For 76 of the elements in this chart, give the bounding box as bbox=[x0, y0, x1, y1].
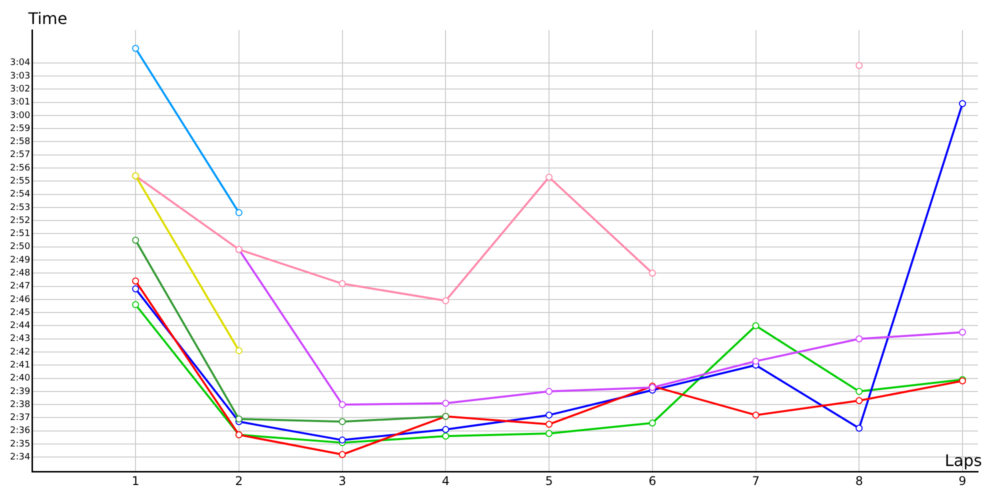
point bbox=[338, 436, 346, 444]
y-tick-label: 2:52 bbox=[10, 216, 30, 226]
y-tick-label: 2:48 bbox=[10, 268, 30, 278]
y-tick-label: 2:54 bbox=[10, 190, 30, 200]
y-tick-label: 2:46 bbox=[10, 294, 30, 305]
y-tick-label: 2:35 bbox=[10, 439, 30, 450]
x-tick-label: 6 bbox=[648, 474, 656, 488]
y-tick-label: 2:37 bbox=[10, 413, 30, 424]
point bbox=[338, 280, 346, 288]
point bbox=[856, 424, 863, 432]
y-tick-label: 3:03 bbox=[10, 71, 30, 82]
point bbox=[546, 412, 553, 419]
point bbox=[648, 419, 656, 426]
point bbox=[546, 388, 553, 395]
point bbox=[442, 297, 450, 304]
x-tick-label: 5 bbox=[545, 474, 553, 488]
point bbox=[856, 335, 863, 342]
y-tick-label: 2:44 bbox=[10, 321, 30, 332]
x-axis-title: Laps bbox=[944, 450, 982, 470]
point bbox=[546, 430, 553, 437]
y-tick-label: 2:57 bbox=[10, 150, 30, 160]
y-tick-label: 3:02 bbox=[10, 84, 30, 94]
point bbox=[442, 426, 450, 434]
y-tick-label: 2:53 bbox=[10, 202, 30, 213]
point bbox=[132, 278, 140, 285]
y-tick-label: 2:34 bbox=[10, 452, 30, 462]
y-tick-label: 2:50 bbox=[10, 242, 30, 252]
point bbox=[132, 285, 140, 292]
point bbox=[132, 236, 140, 244]
y-tick-label: 2:51 bbox=[10, 229, 30, 240]
point bbox=[235, 347, 242, 354]
x-tick-label: 4 bbox=[442, 474, 450, 488]
x-tick-label: 3 bbox=[338, 474, 346, 488]
y-tick-label: 2:56 bbox=[10, 163, 30, 174]
point bbox=[338, 401, 346, 408]
point bbox=[752, 322, 760, 330]
point bbox=[442, 400, 450, 407]
x-tick-label: 2 bbox=[235, 474, 243, 488]
point bbox=[752, 412, 760, 419]
y-axis-title: Time bbox=[27, 9, 68, 28]
y-tick-label: 2:39 bbox=[10, 386, 30, 397]
y-tick-label: 2:49 bbox=[10, 255, 30, 266]
point bbox=[546, 174, 553, 181]
y-tick-label: 3:04 bbox=[10, 58, 30, 68]
point bbox=[856, 388, 863, 395]
point bbox=[338, 451, 346, 458]
point bbox=[235, 416, 242, 423]
y-tick-label: 3:01 bbox=[10, 98, 30, 108]
y-tick-label: 2:47 bbox=[10, 282, 30, 292]
y-tick-label: 2:55 bbox=[10, 176, 30, 186]
y-tick-label: 2:40 bbox=[10, 374, 30, 384]
point bbox=[958, 100, 966, 108]
point bbox=[546, 420, 553, 428]
point bbox=[338, 418, 346, 426]
y-tick-label: 2:38 bbox=[10, 400, 30, 410]
y-tick-label: 3:00 bbox=[10, 110, 30, 121]
point bbox=[648, 270, 656, 277]
y-tick-label: 2:59 bbox=[10, 124, 30, 134]
point bbox=[856, 397, 863, 404]
point bbox=[442, 432, 450, 440]
x-tick-label: 7 bbox=[752, 474, 760, 488]
point bbox=[958, 328, 966, 336]
y-tick-label: 2:58 bbox=[10, 137, 30, 148]
point bbox=[856, 62, 863, 69]
y-tick-label: 2:36 bbox=[10, 426, 30, 436]
point bbox=[752, 358, 760, 365]
point bbox=[132, 301, 140, 308]
y-tick-label: 2:41 bbox=[10, 360, 30, 370]
x-tick-label: 8 bbox=[855, 474, 863, 488]
y-tick-label: 2:42 bbox=[10, 347, 30, 358]
y-tick-label: 2:45 bbox=[10, 308, 30, 318]
point bbox=[235, 209, 242, 216]
x-tick-label: 9 bbox=[958, 474, 966, 488]
point bbox=[132, 44, 140, 52]
x-tick-label: 1 bbox=[132, 474, 140, 488]
y-tick-label: 2:43 bbox=[10, 334, 30, 344]
